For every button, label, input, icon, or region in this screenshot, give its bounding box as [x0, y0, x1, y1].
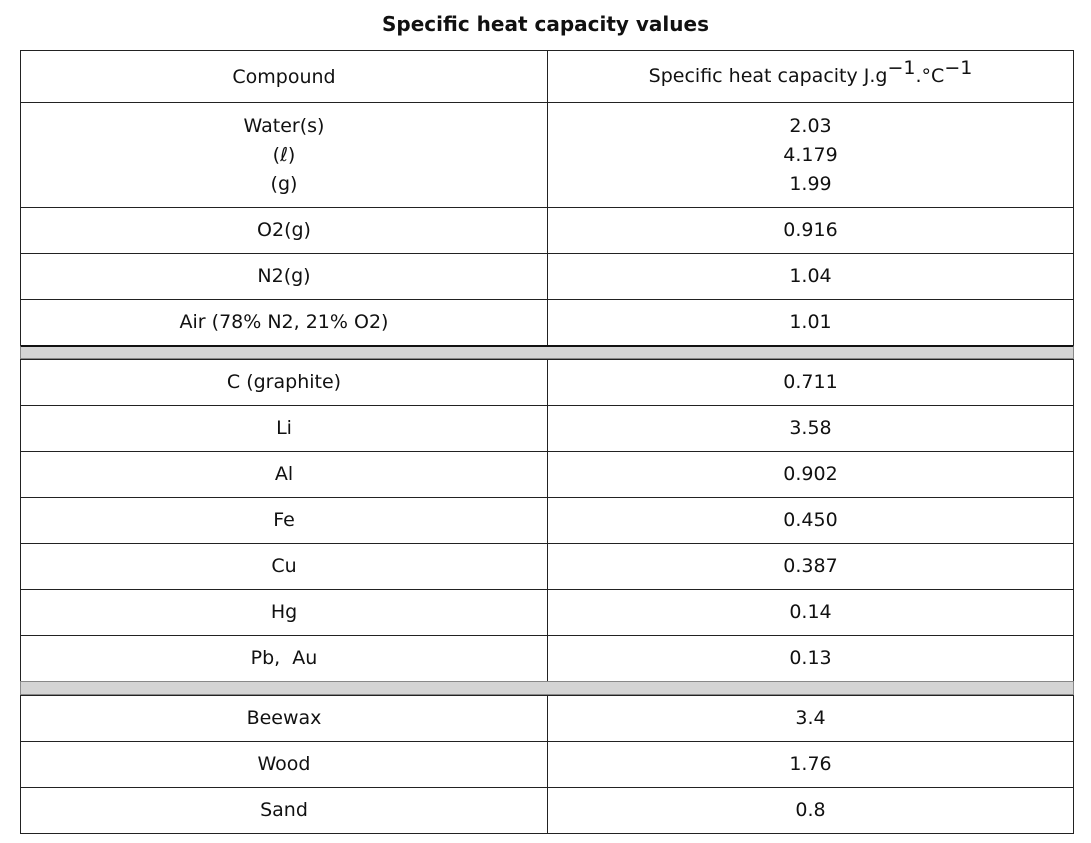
- value-text: 0.902: [783, 463, 838, 485]
- value-text: 0.916: [783, 219, 838, 241]
- value-cell: 0.13: [547, 635, 1074, 682]
- compound-cell: O2(g): [20, 207, 548, 254]
- compound-cell: Water(s) (ℓ) (g): [20, 102, 548, 208]
- section-separator: [20, 681, 1074, 695]
- value-text: 0.8: [795, 799, 826, 821]
- compound-text: Cu: [271, 555, 297, 577]
- compound-cell: Air (78% N2, 21% O2): [20, 299, 548, 346]
- header-text: Specific heat capacity J.g: [648, 65, 888, 87]
- compound-cell: Pb, Au: [20, 635, 548, 682]
- compound-text: Pb, Au: [250, 647, 318, 669]
- compound-cell: N2(g): [20, 253, 548, 300]
- value-cell: 0.387: [547, 543, 1074, 590]
- compound-cell: Fe: [20, 497, 548, 544]
- value-cell: 0.711: [547, 359, 1074, 406]
- section-separator: [20, 345, 1074, 359]
- compound-cell: C (graphite): [20, 359, 548, 406]
- compound-text: Al: [274, 463, 294, 485]
- superscript: −1: [944, 57, 973, 79]
- value-cell: 1.04: [547, 253, 1074, 300]
- value-cell: 0.14: [547, 589, 1074, 636]
- header-text: Specific heat capacity J.g−1.°C−1: [648, 59, 973, 91]
- value-cell: 0.450: [547, 497, 1074, 544]
- value-text: 3.58: [789, 417, 832, 439]
- compound-text: Water(s): [243, 114, 325, 137]
- value-text: 0.387: [783, 555, 838, 577]
- value-text: 0.450: [783, 509, 838, 531]
- value-cell: 3.58: [547, 405, 1074, 452]
- compound-text: Wood: [257, 753, 311, 775]
- compound-text: O2(g): [257, 219, 311, 241]
- value-cell: 0.8: [547, 787, 1074, 834]
- value-text: 1.01: [789, 311, 832, 333]
- compound-text: (g): [270, 172, 298, 195]
- value-text: 2.03: [789, 114, 832, 137]
- value-text: 3.4: [795, 707, 826, 729]
- compound-text: C (graphite): [226, 371, 342, 393]
- header-cell: Compound: [20, 50, 548, 103]
- compound-text: Sand: [260, 799, 308, 821]
- compound-text: Li: [276, 417, 292, 439]
- value-text: 0.14: [789, 601, 832, 623]
- header-cell: Specific heat capacity J.g−1.°C−1: [547, 50, 1074, 103]
- compound-cell: Li: [20, 405, 548, 452]
- header-text: Compound: [232, 66, 336, 88]
- compound-text: (ℓ): [272, 143, 296, 166]
- value-text: 1.99: [789, 172, 832, 195]
- compound-text: Hg: [270, 601, 298, 623]
- value-cell: 0.916: [547, 207, 1074, 254]
- value-text: 0.711: [783, 371, 838, 393]
- value-cell: 1.01: [547, 299, 1074, 346]
- compound-text: Air (78% N2, 21% O2): [179, 311, 389, 333]
- compound-text: Beewax: [246, 707, 322, 729]
- compound-cell: Wood: [20, 741, 548, 788]
- value-text: 1.04: [789, 265, 832, 287]
- value-cell: 1.76: [547, 741, 1074, 788]
- compound-cell: Sand: [20, 787, 548, 834]
- value-cell: 3.4: [547, 695, 1074, 742]
- compound-text: Fe: [273, 509, 295, 531]
- header-text: .°C: [915, 65, 945, 87]
- table-title: Specific heat capacity values: [382, 12, 709, 36]
- compound-cell: Beewax: [20, 695, 548, 742]
- compound-cell: Cu: [20, 543, 548, 590]
- value-text: 0.13: [789, 647, 832, 669]
- value-text: 1.76: [789, 753, 832, 775]
- compound-cell: Hg: [20, 589, 548, 636]
- value-cell: 2.03 4.179 1.99: [547, 102, 1074, 208]
- compound-text: N2(g): [257, 265, 311, 287]
- superscript: −1: [887, 57, 916, 79]
- value-text: 4.179: [783, 143, 838, 166]
- compound-cell: Al: [20, 451, 548, 498]
- value-cell: 0.902: [547, 451, 1074, 498]
